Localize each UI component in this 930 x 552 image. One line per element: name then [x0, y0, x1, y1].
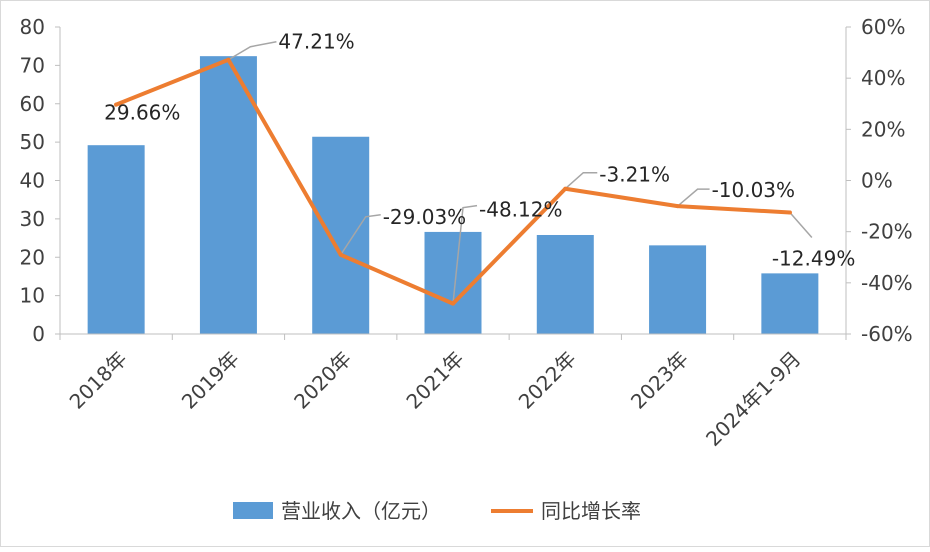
y-left-tick-label: 30 [20, 207, 45, 231]
growth-data-label: -12.49% [772, 246, 855, 270]
y-left-tick-label: 60 [20, 92, 45, 116]
growth-data-label: 47.21% [278, 30, 354, 54]
y-left-tick-label: 70 [20, 53, 45, 77]
label-leader-line [228, 40, 277, 61]
y-left-tick-label: 40 [20, 169, 45, 193]
line-series [114, 57, 792, 306]
bar-1 [199, 56, 257, 334]
y-right-tick-label: 20% [861, 117, 905, 141]
line-point-5 [675, 204, 680, 209]
bar-4 [536, 234, 594, 334]
bar-6 [761, 273, 819, 334]
x-tick-label: 2019年 [177, 347, 244, 414]
bar-5 [649, 245, 707, 334]
y-right-tick-label: 40% [861, 66, 905, 90]
y-left-tick-label: 80 [20, 15, 45, 39]
y-right-tick-label: 60% [861, 15, 905, 39]
y-right-tick-label: -60% [861, 322, 913, 346]
growth-data-label: 29.66% [104, 101, 180, 125]
legend-line-label: 同比增长率 [541, 499, 641, 523]
growth-data-label: -3.21% [599, 163, 670, 187]
legend-bar-swatch [233, 502, 273, 519]
legend: 营业收入（亿元） 同比增长率 [233, 499, 641, 523]
x-tick-label: 2024年1-9月 [701, 347, 805, 451]
x-tick-label: 2021年 [401, 347, 468, 414]
bar-0 [87, 145, 145, 334]
bar-2 [312, 136, 370, 334]
line-point-6 [787, 210, 792, 215]
line-point-1 [226, 57, 231, 62]
label-leaders [228, 40, 813, 304]
y-left-tick-label: 50 [20, 130, 45, 154]
y-left-tick-label: 10 [20, 284, 45, 308]
y-left-tick-label: 0 [32, 322, 45, 346]
x-tick-label: 2022年 [514, 347, 581, 414]
bar-series [87, 56, 819, 334]
data-labels: 29.66% 47.21% -29.03% -48.12% -3.21% -10.03% -… [104, 30, 855, 271]
label-leader-line [677, 188, 710, 207]
growth-data-label: -29.03% [383, 205, 466, 229]
label-leader-line [789, 211, 813, 238]
x-tick-label: 2020年 [289, 347, 356, 414]
label-leader-line [340, 214, 381, 256]
growth-data-label: -10.03% [712, 178, 795, 202]
label-leader-line [564, 171, 598, 190]
y-right-tick-label: -40% [861, 271, 913, 295]
y-left-tick-label: 20 [20, 245, 45, 269]
line-point-0 [114, 102, 119, 107]
growth-data-label: -48.12% [479, 198, 562, 222]
x-tick-label: 2023年 [626, 347, 693, 414]
label-leader-line [452, 204, 478, 304]
line-point-2 [338, 252, 343, 257]
x-tick-label: 2018年 [65, 347, 132, 414]
y-right-tick-label: -20% [861, 220, 913, 244]
line-point-3 [451, 301, 455, 306]
legend-bar-label: 营业收入（亿元） [281, 499, 441, 523]
y-right-tick-label: 0% [861, 169, 893, 193]
line-point-4 [563, 186, 568, 191]
